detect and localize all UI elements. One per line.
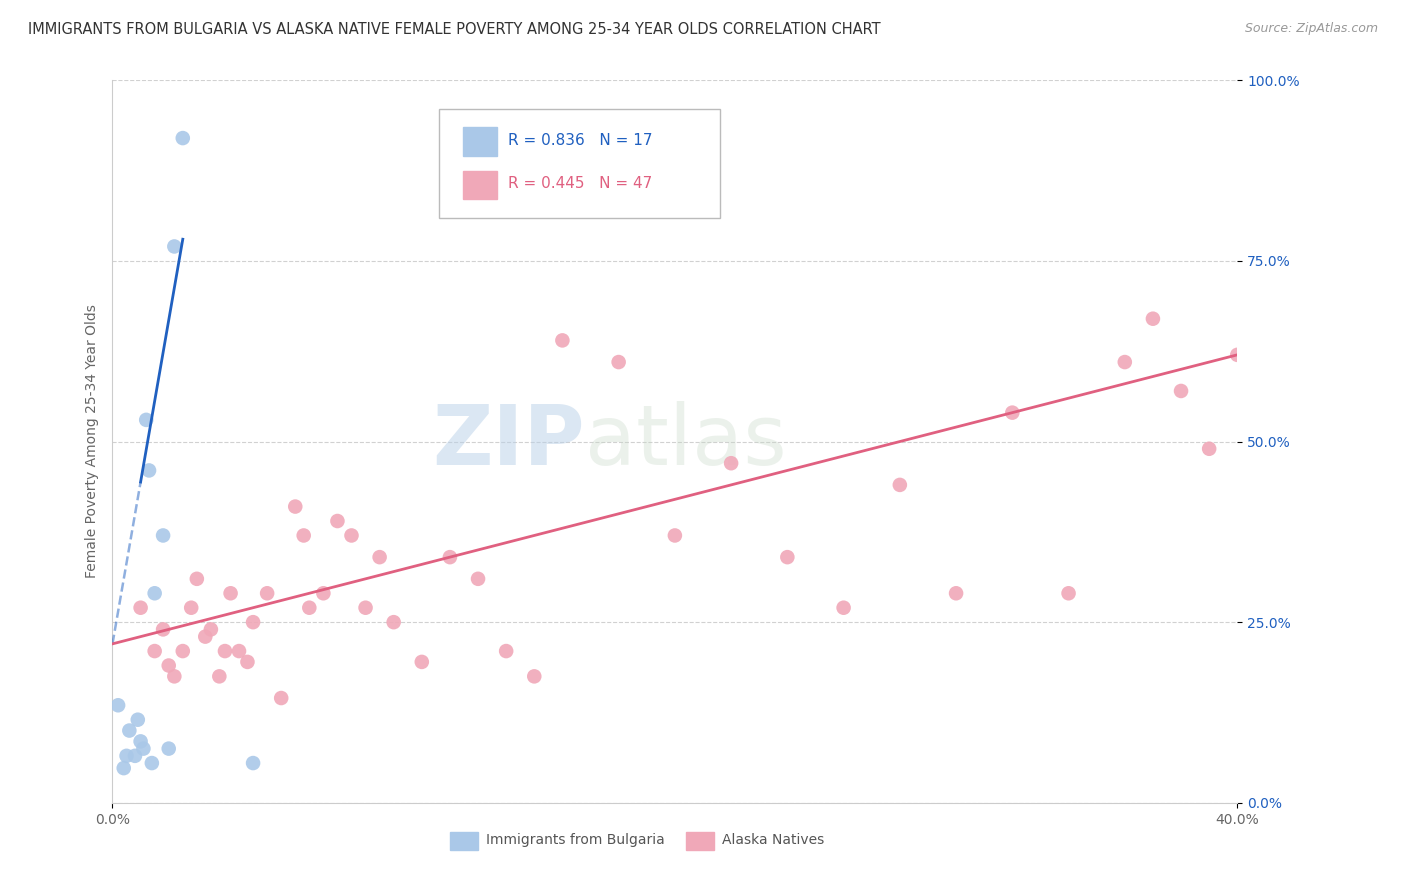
- Point: [1001, 406, 1024, 420]
- Point: [186, 572, 208, 586]
- Text: Immigrants from Bulgaria: Immigrants from Bulgaria: [486, 833, 665, 847]
- Point: [135, 413, 157, 427]
- Point: [1057, 586, 1080, 600]
- Point: [132, 741, 155, 756]
- Point: [172, 644, 194, 658]
- Point: [354, 600, 377, 615]
- Point: [1114, 355, 1136, 369]
- Point: [118, 723, 141, 738]
- Point: [776, 550, 799, 565]
- Point: [129, 600, 152, 615]
- Point: [298, 600, 321, 615]
- Point: [236, 655, 259, 669]
- Point: [607, 355, 630, 369]
- Point: [312, 586, 335, 600]
- Text: Source: ZipAtlas.com: Source: ZipAtlas.com: [1244, 22, 1378, 36]
- Point: [152, 623, 174, 637]
- Point: [112, 761, 135, 775]
- Point: [163, 239, 186, 253]
- Text: ZIP: ZIP: [433, 401, 585, 482]
- Point: [200, 623, 222, 637]
- Point: [411, 655, 433, 669]
- Point: [495, 644, 517, 658]
- Point: [1142, 311, 1164, 326]
- Text: Alaska Natives: Alaska Natives: [723, 833, 824, 847]
- Point: [832, 600, 855, 615]
- Point: [152, 528, 174, 542]
- Text: IMMIGRANTS FROM BULGARIA VS ALASKA NATIVE FEMALE POVERTY AMONG 25-34 YEAR OLDS C: IMMIGRANTS FROM BULGARIA VS ALASKA NATIV…: [28, 22, 880, 37]
- Bar: [450, 831, 478, 850]
- Point: [129, 734, 152, 748]
- Point: [143, 644, 166, 658]
- Point: [889, 478, 911, 492]
- Point: [326, 514, 349, 528]
- Point: [228, 644, 250, 658]
- Point: [219, 586, 242, 600]
- Point: [523, 669, 546, 683]
- Point: [143, 586, 166, 600]
- Point: [270, 691, 292, 706]
- Point: [340, 528, 363, 542]
- Y-axis label: Female Poverty Among 25-34 Year Olds: Female Poverty Among 25-34 Year Olds: [84, 304, 98, 579]
- Point: [256, 586, 278, 600]
- Point: [141, 756, 163, 770]
- Point: [1198, 442, 1220, 456]
- Bar: [686, 831, 714, 850]
- Point: [127, 713, 149, 727]
- Point: [157, 741, 180, 756]
- Text: R = 0.445   N = 47: R = 0.445 N = 47: [509, 176, 652, 191]
- Text: atlas: atlas: [585, 401, 786, 482]
- Bar: [464, 170, 498, 200]
- Point: [115, 748, 138, 763]
- Point: [242, 756, 264, 770]
- Point: [214, 644, 236, 658]
- Text: R = 0.836   N = 17: R = 0.836 N = 17: [509, 133, 652, 148]
- Point: [107, 698, 129, 713]
- Bar: [464, 128, 498, 156]
- Point: [242, 615, 264, 630]
- Point: [138, 463, 160, 477]
- Point: [292, 528, 315, 542]
- Point: [124, 748, 146, 763]
- Point: [382, 615, 405, 630]
- Point: [194, 630, 217, 644]
- Point: [467, 572, 489, 586]
- Point: [157, 658, 180, 673]
- Point: [208, 669, 231, 683]
- Point: [180, 600, 202, 615]
- Point: [1226, 348, 1249, 362]
- Point: [551, 334, 574, 348]
- FancyBboxPatch shape: [439, 109, 720, 218]
- Point: [664, 528, 686, 542]
- Point: [368, 550, 391, 565]
- Point: [284, 500, 307, 514]
- Point: [439, 550, 461, 565]
- Point: [945, 586, 967, 600]
- Point: [1170, 384, 1192, 398]
- Point: [172, 131, 194, 145]
- Point: [720, 456, 742, 470]
- Point: [163, 669, 186, 683]
